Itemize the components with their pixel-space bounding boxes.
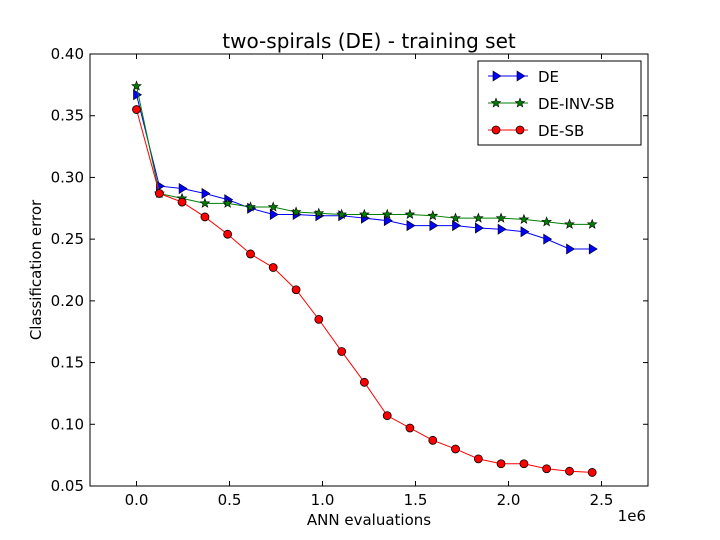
x-tick-label: 0.0 — [125, 491, 149, 509]
data-point — [245, 201, 256, 212]
data-point — [518, 213, 530, 224]
legend: DE DE-INV-SB DE-SB — [477, 60, 642, 146]
data-point — [587, 468, 597, 477]
legend-entry: DE-INV-SB — [488, 95, 615, 113]
legend-entry: DE-SB — [488, 122, 584, 140]
x-tick-label: 2.5 — [590, 491, 614, 509]
data-point — [222, 197, 234, 208]
data-point — [177, 197, 187, 207]
y-tick-label: 0.35 — [51, 107, 84, 125]
data-point — [314, 314, 324, 324]
data-point — [475, 222, 484, 234]
chart-title: two-spirals (DE) - training set — [222, 29, 516, 53]
y-tick-label: 0.25 — [51, 230, 84, 248]
data-point — [336, 208, 348, 220]
y-tick-label: 0.40 — [51, 45, 84, 63]
data-point — [543, 233, 553, 245]
legend-marker — [491, 125, 501, 135]
data-point — [404, 208, 416, 220]
data-point — [246, 249, 255, 259]
data-point — [406, 220, 416, 232]
data-point — [473, 454, 483, 464]
data-point — [383, 215, 393, 227]
data-point — [428, 435, 438, 445]
x-tick-label: 1.0 — [311, 491, 335, 509]
legend-marker — [490, 97, 502, 108]
data-point — [519, 459, 529, 469]
data-point — [565, 466, 574, 476]
legend-marker — [516, 70, 526, 82]
data-point — [472, 212, 484, 223]
x-tick-label: 0.5 — [218, 491, 242, 509]
data-point — [450, 212, 461, 223]
data-point — [382, 411, 392, 421]
data-point — [223, 229, 233, 239]
legend-label: DE-INV-SB — [538, 95, 615, 113]
data-point — [381, 208, 393, 220]
data-point — [290, 206, 302, 217]
legend-entry: DE — [488, 68, 559, 86]
ticks-layer: 0.0 0.5 1.0 1.5 2.0 2.5 0.05 0.10 0.15 0.20 0.25 0.… — [51, 45, 648, 509]
series-layer — [131, 80, 598, 477]
data-point — [131, 80, 142, 91]
data-point — [495, 212, 507, 223]
data-point — [199, 197, 211, 208]
data-point — [291, 285, 301, 295]
data-point — [497, 223, 507, 235]
data-point — [178, 182, 188, 195]
data-point — [586, 218, 598, 229]
legend-label: DE — [538, 68, 559, 86]
data-point — [405, 423, 415, 433]
data-point — [541, 216, 553, 227]
data-point — [566, 243, 576, 255]
data-point — [429, 220, 439, 232]
y-axis-label: Classification error — [27, 199, 45, 340]
data-point — [269, 208, 279, 220]
data-point — [132, 105, 141, 114]
data-point — [496, 459, 506, 469]
x-tick-label: 2.0 — [497, 491, 521, 509]
legend-marker — [492, 70, 502, 82]
data-point — [542, 464, 552, 474]
plot-border — [89, 53, 649, 487]
y-tick-label: 0.05 — [51, 477, 84, 495]
data-point — [358, 208, 370, 220]
data-point — [452, 220, 462, 232]
legend-marker — [514, 97, 526, 108]
data-point — [200, 212, 210, 222]
y-tick-label: 0.15 — [51, 354, 84, 372]
y-tick-label: 0.20 — [51, 292, 84, 310]
series-de-sb — [132, 105, 597, 477]
x-tick-label: 1.5 — [404, 491, 428, 509]
legend-label: DE-SB — [538, 122, 584, 140]
data-point — [154, 189, 164, 198]
y-tick-label: 0.30 — [51, 168, 84, 186]
data-point — [337, 347, 347, 356]
data-point — [451, 444, 460, 454]
x-axis-offset-label: 1e6 — [618, 507, 646, 525]
data-point — [268, 263, 278, 272]
data-point — [564, 218, 575, 229]
legend-marker — [515, 125, 525, 135]
data-point — [267, 201, 279, 212]
data-point — [359, 377, 369, 387]
data-point — [313, 207, 325, 218]
data-point — [427, 210, 439, 221]
data-point — [201, 187, 211, 200]
data-point — [520, 226, 530, 238]
x-axis-label: ANN evaluations — [307, 511, 431, 529]
data-point — [588, 243, 598, 255]
y-tick-label: 0.10 — [51, 415, 84, 433]
